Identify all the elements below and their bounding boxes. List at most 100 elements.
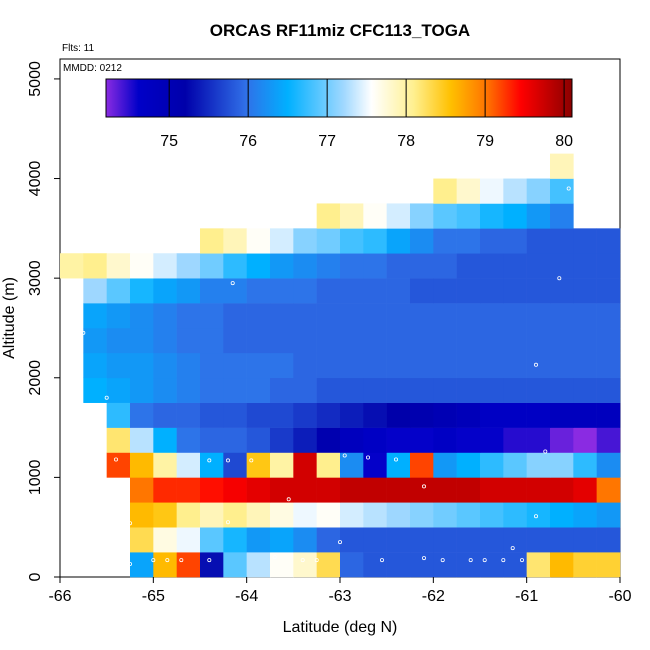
heatmap-cell: [293, 278, 317, 304]
heatmap-cell: [316, 427, 341, 453]
heatmap-cell: [316, 402, 341, 428]
heatmap-cell: [153, 253, 177, 279]
heatmap-cell: [340, 303, 364, 329]
sample-point: [81, 330, 86, 335]
heatmap-cell: [363, 352, 387, 379]
heatmap-cell: [340, 253, 364, 279]
heatmap-cell: [480, 502, 504, 528]
heatmap-cell: [270, 278, 294, 304]
heatmap-cell: [106, 303, 131, 329]
sample-point: [501, 558, 506, 563]
y-tick-label: 2000: [27, 360, 44, 396]
heatmap-cell: [573, 352, 597, 379]
heatmap-cell: [573, 477, 597, 503]
heatmap-cell: [106, 377, 131, 403]
heatmap-cell: [456, 352, 481, 379]
heatmap-cell: [503, 477, 527, 503]
heatmap-cell: [293, 253, 317, 279]
heatmap-cell: [503, 527, 527, 553]
x-tick-label: -64: [235, 588, 258, 605]
heatmap-cell: [596, 253, 621, 279]
heatmap-cell: [410, 502, 434, 528]
heatmap-cell: [526, 178, 551, 204]
heatmap-cell: [176, 502, 201, 528]
heatmap-cell: [410, 377, 434, 403]
colorbar-tick-label: 76: [239, 133, 257, 150]
heatmap-cell: [550, 203, 574, 229]
heatmap-cell: [176, 402, 201, 428]
heatmap-cell: [526, 527, 551, 553]
heatmap-cell: [340, 527, 364, 553]
sample-point: [225, 458, 230, 463]
heatmap-cell: [596, 502, 621, 528]
heatmap-cell: [363, 303, 387, 329]
heatmap-cell: [270, 502, 294, 528]
heatmap-cell: [176, 452, 201, 478]
heatmap-cell: [386, 278, 411, 304]
heatmap-cell: [410, 228, 434, 254]
x-tick-label: -62: [422, 588, 445, 605]
colorbar-tick-label: 79: [476, 133, 494, 150]
heatmap-cell: [153, 502, 177, 528]
heatmap-cell: [176, 352, 201, 379]
heatmap-cell: [246, 377, 271, 403]
y-tick-label: 4000: [27, 161, 44, 197]
heatmap-cell: [223, 352, 247, 379]
heatmap-cell: [363, 552, 387, 578]
heatmap-cell: [480, 427, 504, 453]
heatmap-cell: [246, 278, 271, 304]
heatmap-cell: [176, 327, 201, 354]
heatmap-cell: [270, 427, 294, 453]
sample-point: [286, 497, 291, 502]
heatmap-cell: [433, 253, 457, 279]
heatmap-cell: [456, 477, 481, 503]
sample-point: [482, 558, 487, 563]
heatmap-cell: [106, 352, 131, 379]
heatmap-cell: [130, 552, 154, 578]
heatmap-cell: [550, 352, 574, 379]
heatmap-cell: [153, 278, 177, 304]
heatmap-cell: [316, 452, 341, 478]
heatmap-cell: [153, 402, 177, 428]
heatmap-cell: [200, 477, 224, 503]
sample-point: [421, 556, 426, 561]
sample-point: [393, 457, 398, 462]
colorbar-tick-label: 77: [318, 133, 336, 150]
heatmap-cell: [386, 352, 411, 379]
heatmap-cell: [433, 352, 457, 379]
heatmap-cell: [130, 327, 154, 354]
heatmap-cell: [363, 502, 387, 528]
heatmap-cell: [270, 352, 294, 379]
heatmap-cell: [363, 327, 387, 354]
heatmap-cell: [503, 178, 527, 204]
sample-point: [421, 484, 426, 489]
heatmap-cell: [130, 377, 154, 403]
heatmap-cell: [386, 552, 411, 578]
heatmap-cell: [550, 527, 574, 553]
heatmap-cell: [293, 377, 317, 403]
heatmap-cell: [83, 303, 107, 329]
heatmap-cell: [596, 303, 621, 329]
heatmap-cell: [293, 402, 317, 428]
heatmap-cell: [363, 203, 387, 229]
heatmap-cell: [270, 303, 294, 329]
sample-point: [440, 558, 445, 563]
heatmap-cell: [270, 402, 294, 428]
heatmap-cell: [596, 352, 621, 379]
heatmap-cell: [433, 552, 457, 578]
heatmap-cell: [293, 477, 317, 503]
heatmap-cell: [503, 377, 527, 403]
heatmap-cell: [480, 303, 504, 329]
flights-label: Flts: 11: [62, 43, 94, 54]
heatmap-cell: [200, 402, 224, 428]
heatmap-cell: [270, 527, 294, 553]
heatmap-cell: [386, 527, 411, 553]
heatmap-cell: [316, 352, 341, 379]
heatmap-cell: [386, 452, 411, 478]
heatmap-cell: [153, 452, 177, 478]
heatmap-cell: [456, 377, 481, 403]
sample-point: [104, 395, 109, 400]
heatmap-cell: [293, 527, 317, 553]
heatmap-cell: [456, 253, 481, 279]
heatmap-cell: [246, 352, 271, 379]
